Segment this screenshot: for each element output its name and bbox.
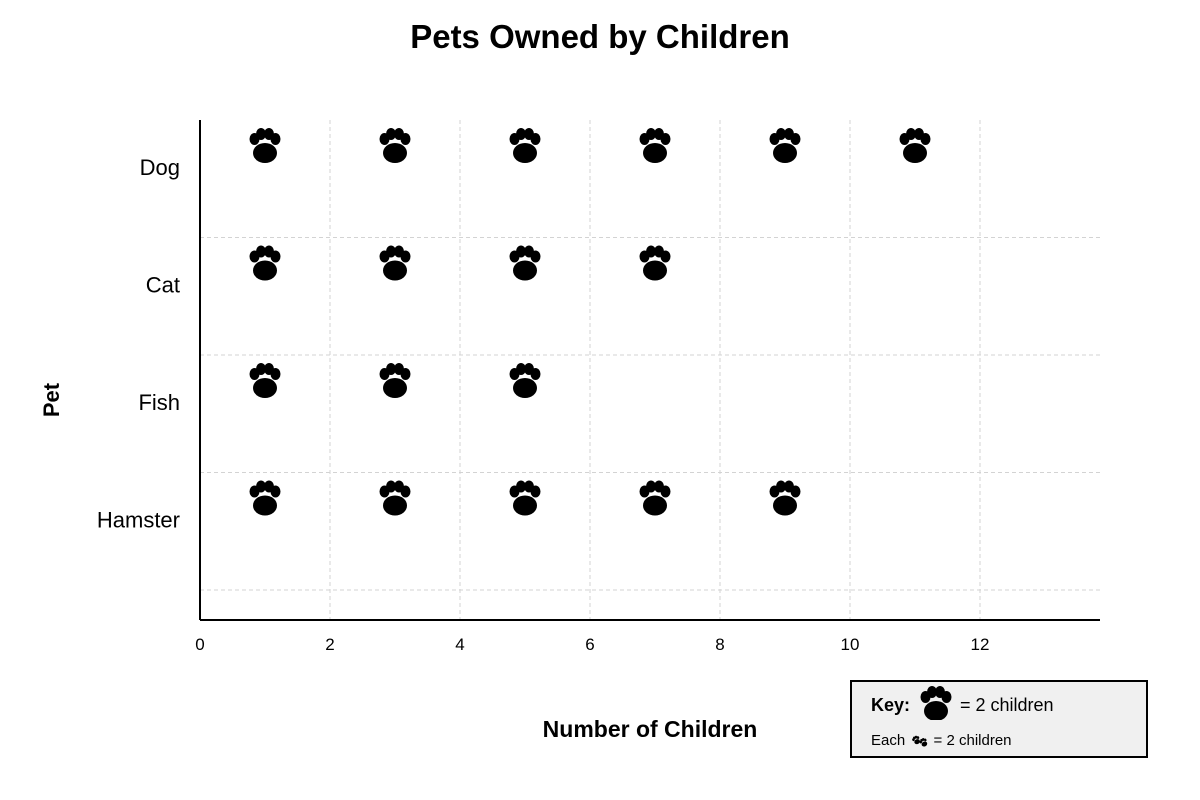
x-tick-label: 10 [841, 635, 860, 654]
paw-icon-fish [249, 363, 281, 398]
x-tick-label: 0 [195, 635, 204, 654]
category-label-fish: Fish [138, 390, 180, 415]
paw-icon-cat [249, 245, 281, 281]
chart-title: Pets Owned by Children [410, 18, 790, 55]
x-tick-label: 4 [455, 635, 464, 654]
key-title: Key: [871, 695, 911, 715]
x-tick-label: 6 [585, 635, 594, 654]
paw-icon-cat [509, 245, 541, 281]
paw-icon-hamster [249, 480, 281, 516]
paw-icon-hamster [769, 480, 801, 516]
y-axis-label: Pet [39, 382, 64, 418]
legend-key-box: Key: = 2 children Each = 2 children [850, 680, 1148, 758]
key-note-paw-icon [911, 734, 930, 748]
key-note-prefix: Each [871, 732, 906, 749]
key-paw-icon [920, 686, 952, 720]
paw-icon-dog [509, 128, 541, 163]
paw-icon-fish [509, 363, 541, 398]
paw-icon-hamster [379, 480, 411, 516]
paw-icon-hamster [639, 480, 671, 516]
paw-icon-hamster [509, 480, 541, 516]
category-label-hamster: Hamster [97, 508, 180, 533]
x-axis-label: Number of Children [542, 716, 758, 742]
key-note-suffix: = 2 children [933, 732, 1012, 749]
paw-icon-dog [249, 128, 281, 163]
paw-icon-cat [639, 245, 671, 281]
paw-icon-dog [639, 128, 671, 163]
x-tick-label: 2 [325, 635, 334, 654]
paw-icon-cat [379, 245, 411, 281]
x-tick-label: 8 [715, 635, 724, 654]
paw-icon-dog [769, 128, 801, 163]
paw-icon-dog [899, 128, 931, 163]
x-tick-label: 12 [971, 635, 990, 654]
category-label-cat: Cat [146, 273, 180, 298]
key-value-text: = 2 children [960, 695, 1054, 715]
key-note: Each = 2 children [871, 732, 1012, 749]
category-label-dog: Dog [140, 155, 180, 180]
paw-icon-dog [379, 128, 411, 163]
paw-icon-fish [379, 363, 411, 398]
